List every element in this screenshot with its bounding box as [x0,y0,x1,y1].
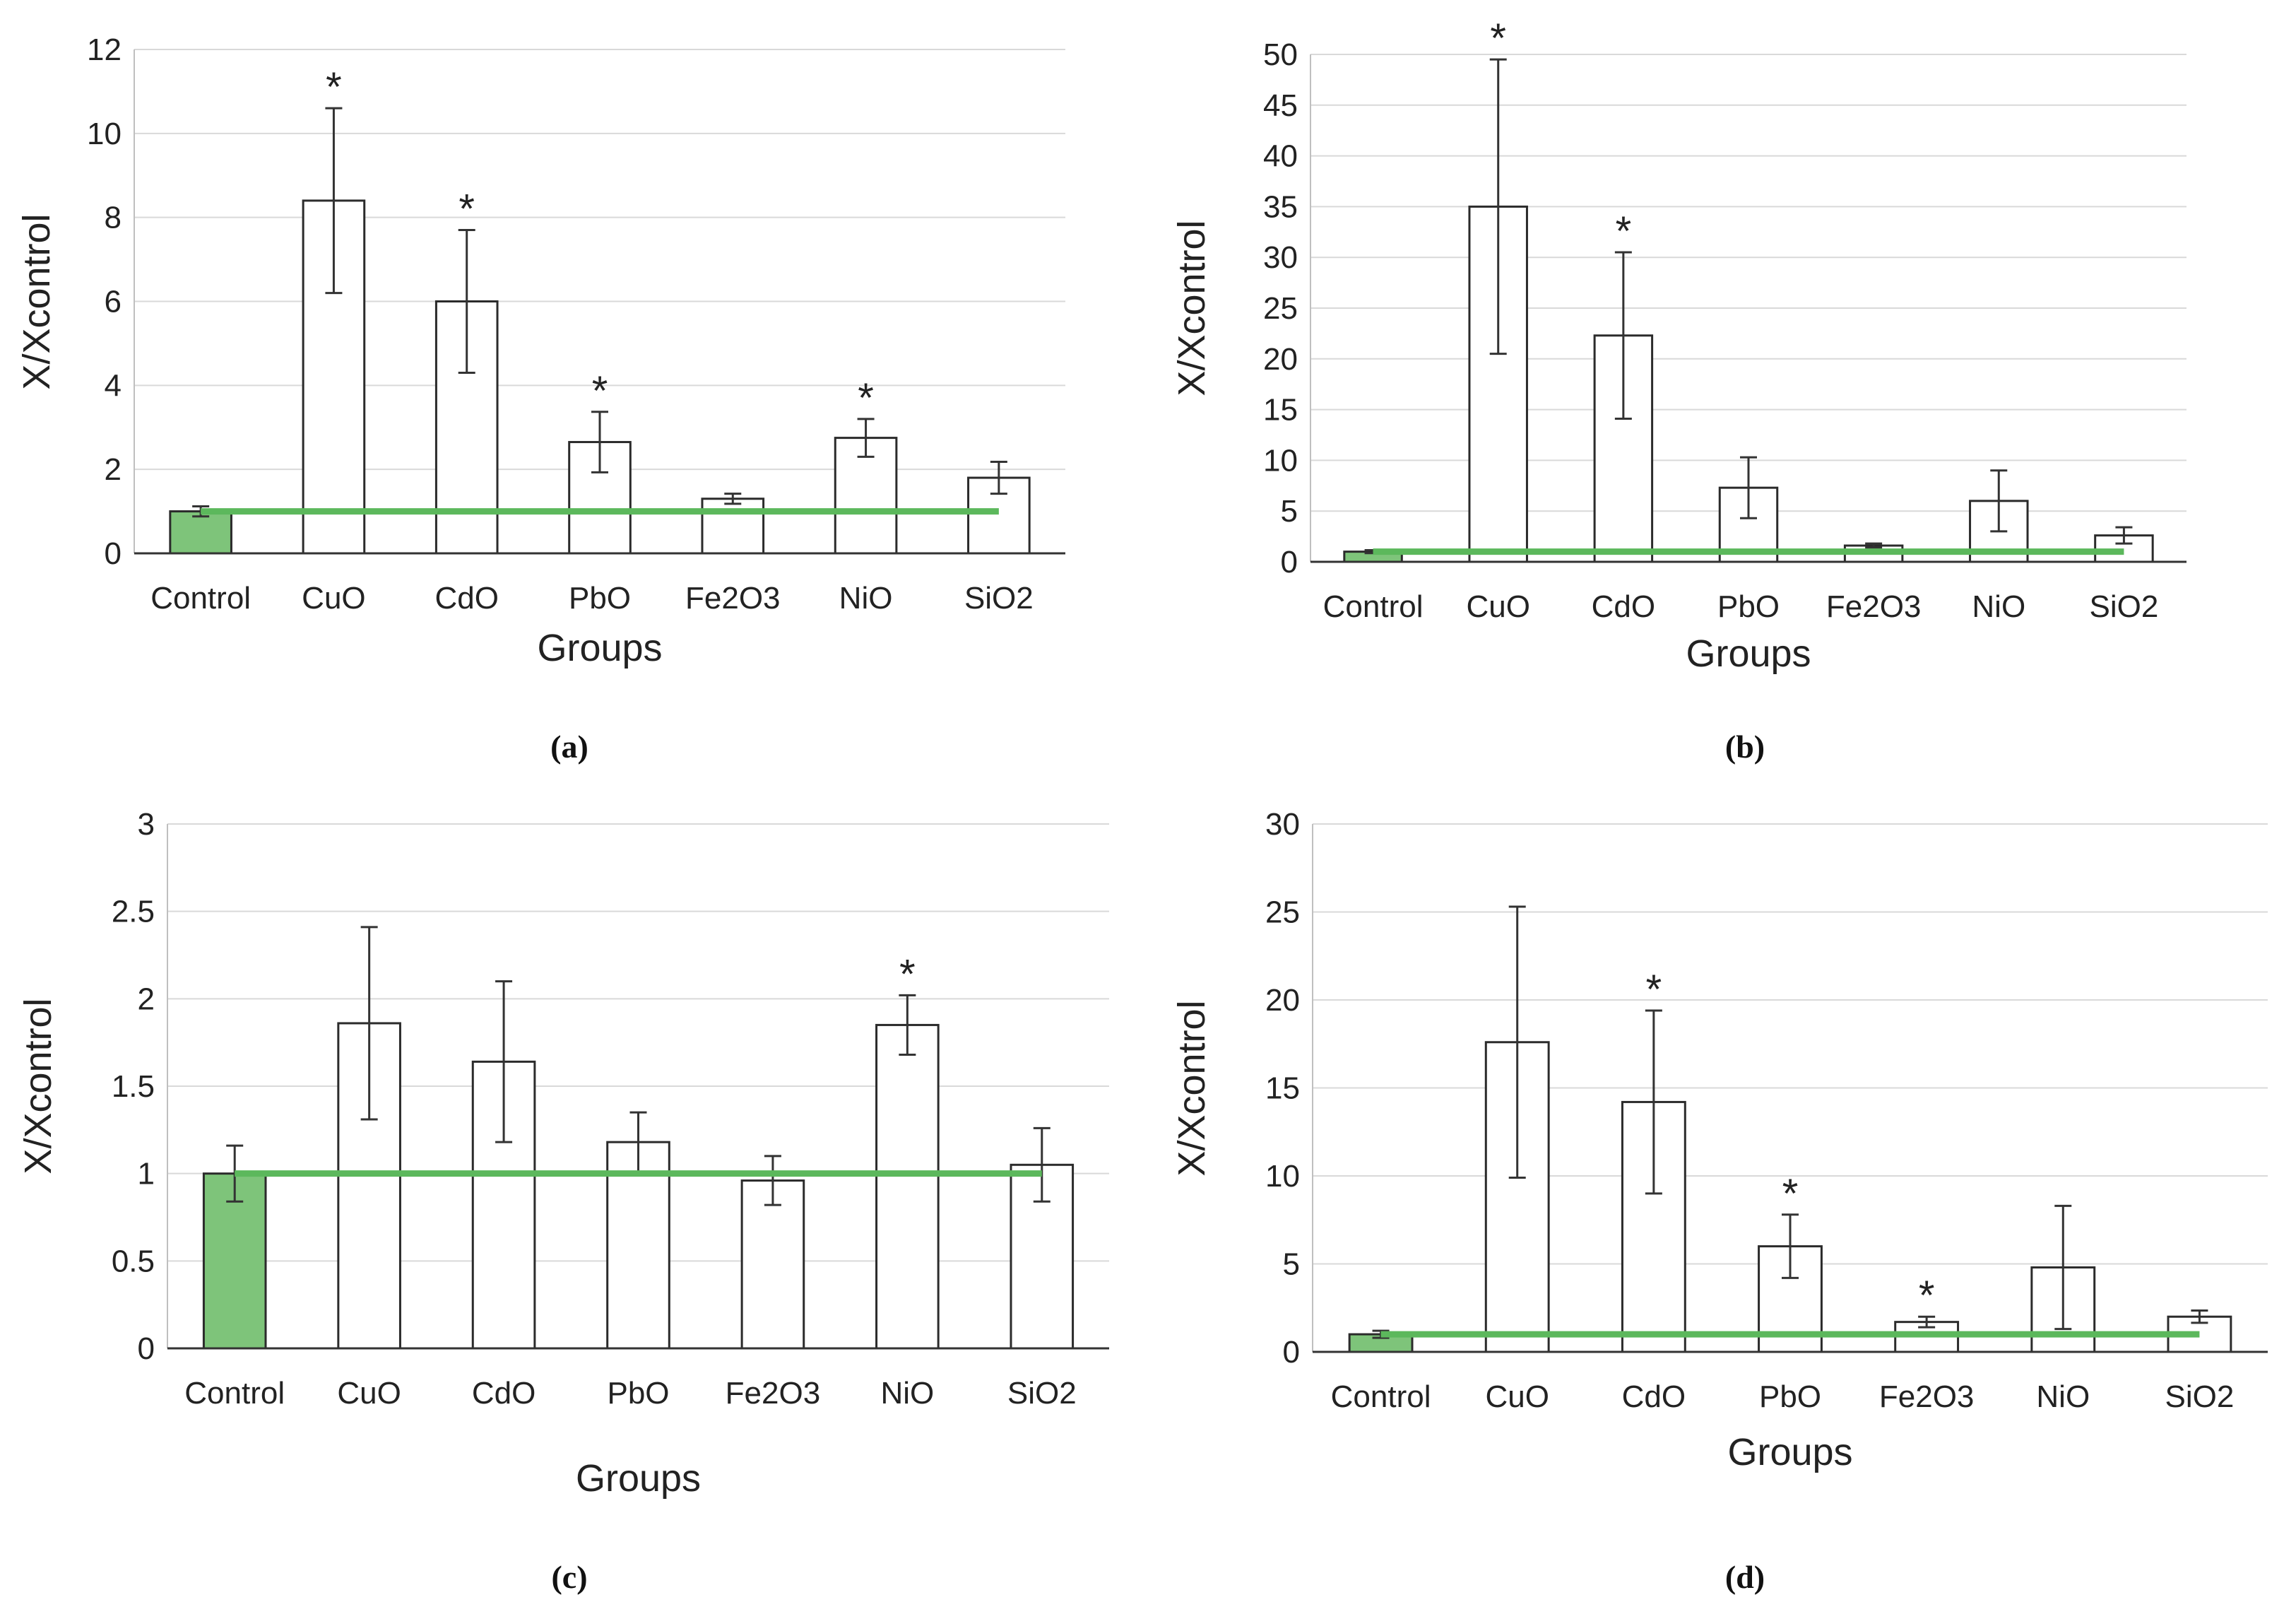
panel-caption: (a) [550,729,588,765]
significance-asterisk: * [1490,16,1506,61]
y-tick-label: 0.5 [112,1244,155,1278]
y-tick-label: 6 [105,285,122,319]
significance-asterisk: * [1646,967,1662,1013]
x-tick-label: Fe2O3 [685,581,781,616]
significance-asterisk: * [326,64,342,110]
bar-fe2o3 [701,498,765,555]
x-tick-label: PbO [607,1376,669,1411]
y-axis-title: X/Xcontrol [1171,1000,1213,1176]
x-axis-title: Groups [576,1457,701,1500]
y-tick-label: 8 [105,201,122,235]
x-tick-label: CdO [1622,1379,1686,1414]
bar-control [169,510,232,555]
y-tick-label: 30 [1263,240,1298,275]
x-tick-label: CdO [472,1376,535,1411]
y-tick-label: 10 [87,117,122,151]
x-tick-label: PbO [569,581,631,616]
y-tick-label: 1.5 [112,1069,155,1104]
chart-panel-4: 0 5 10 15 20 25 30 * * * Control CuO CdO PbO Fe2O3 NiO S… [1171,807,2268,1595]
x-axis-title: Groups [1686,632,1811,675]
y-tick-label: 12 [87,33,122,67]
y-tick-label: 0 [105,536,122,571]
y-tick-label: 50 [1263,37,1298,72]
y-tick-label: 45 [1263,88,1298,123]
y-tick-label: 4 [105,368,122,403]
panel-caption: (b) [1725,729,1765,765]
x-tick-label: CdO [434,581,498,616]
x-tick-label: Fe2O3 [1826,589,1922,624]
chart-panel-3: 0 0.5 1 1.5 2 2.5 3 * Control CuO CdO PbO Fe2O3 NiO Si… [17,807,1109,1595]
significance-asterisk: * [1616,208,1632,254]
x-axis-title: Groups [1727,1431,1852,1473]
panel-caption: (d) [1725,1559,1765,1595]
x-tick-label: Fe2O3 [1879,1379,1975,1414]
x-tick-label: NiO [839,581,893,616]
y-tick-label: 5 [1281,494,1298,529]
x-axis-title: Groups [537,627,662,669]
x-tick-label: PbO [1759,1379,1821,1414]
y-tick-label: 0 [1283,1335,1300,1370]
x-tick-label: NiO [2036,1379,2090,1414]
x-tick-label: PbO [1717,589,1780,624]
y-axis-title: X/Xcontrol [1171,220,1213,396]
chart-panel-1: 0 2 4 6 8 10 12 * * * * Control CuO CdO PbO Fe2O3 NiO SiO… [16,33,1065,765]
significance-asterisk: * [458,186,475,232]
y-tick-label: 20 [1263,342,1298,377]
significance-asterisk: * [858,375,874,421]
y-tick-label: 35 [1263,189,1298,224]
y-tick-label: 2 [138,982,155,1016]
bar-fe2o3 [740,1179,805,1350]
y-tick-label: 25 [1263,291,1298,326]
y-tick-label: 25 [1265,895,1300,930]
y-tick-label: 5 [1283,1247,1300,1282]
y-tick-label: 20 [1265,983,1300,1018]
y-tick-label: 15 [1265,1071,1300,1106]
panel-caption: (c) [551,1559,587,1595]
x-tick-label: SiO2 [2165,1379,2235,1414]
y-tick-label: 2 [105,452,122,487]
y-tick-label: 10 [1263,443,1298,478]
significance-asterisk: * [592,368,608,414]
x-tick-label: Control [1323,589,1424,624]
significance-asterisk: * [1782,1171,1799,1217]
x-tick-label: SiO2 [2090,589,2159,624]
significance-asterisk: * [1919,1273,1935,1319]
y-tick-label: 2.5 [112,895,155,929]
x-tick-label: CuO [302,581,365,616]
y-axis-title: X/Xcontrol [16,213,58,389]
x-tick-label: CuO [1485,1379,1549,1414]
x-tick-label: CdO [1592,589,1655,624]
bar-control [202,1172,267,1350]
x-tick-label: NiO [1972,589,2025,624]
y-tick-label: 30 [1265,807,1300,842]
y-tick-label: 1 [138,1157,155,1191]
x-tick-label: SiO2 [964,581,1034,616]
significance-asterisk: * [899,951,916,997]
y-tick-label: 15 [1263,393,1298,428]
x-tick-label: CuO [1466,589,1529,624]
x-tick-label: Control [150,581,251,616]
y-tick-label: 10 [1265,1159,1300,1194]
y-tick-label: 40 [1263,139,1298,174]
y-tick-label: 0 [1281,545,1298,579]
x-tick-label: Control [184,1376,285,1411]
x-tick-label: CuO [337,1376,401,1411]
y-tick-label: 3 [138,807,155,842]
x-tick-label: SiO2 [1007,1376,1077,1411]
y-tick-label: 0 [138,1331,155,1366]
bar-nio [875,1023,940,1350]
y-axis-title: X/Xcontrol [17,998,59,1174]
x-tick-label: Fe2O3 [726,1376,821,1411]
chart-panel-2: 0 5 10 15 20 25 30 35 40 45 50 * * Control CuO CdO PbO Fe… [1171,16,2186,765]
x-tick-label: NiO [880,1376,934,1411]
x-tick-label: Control [1331,1379,1431,1414]
